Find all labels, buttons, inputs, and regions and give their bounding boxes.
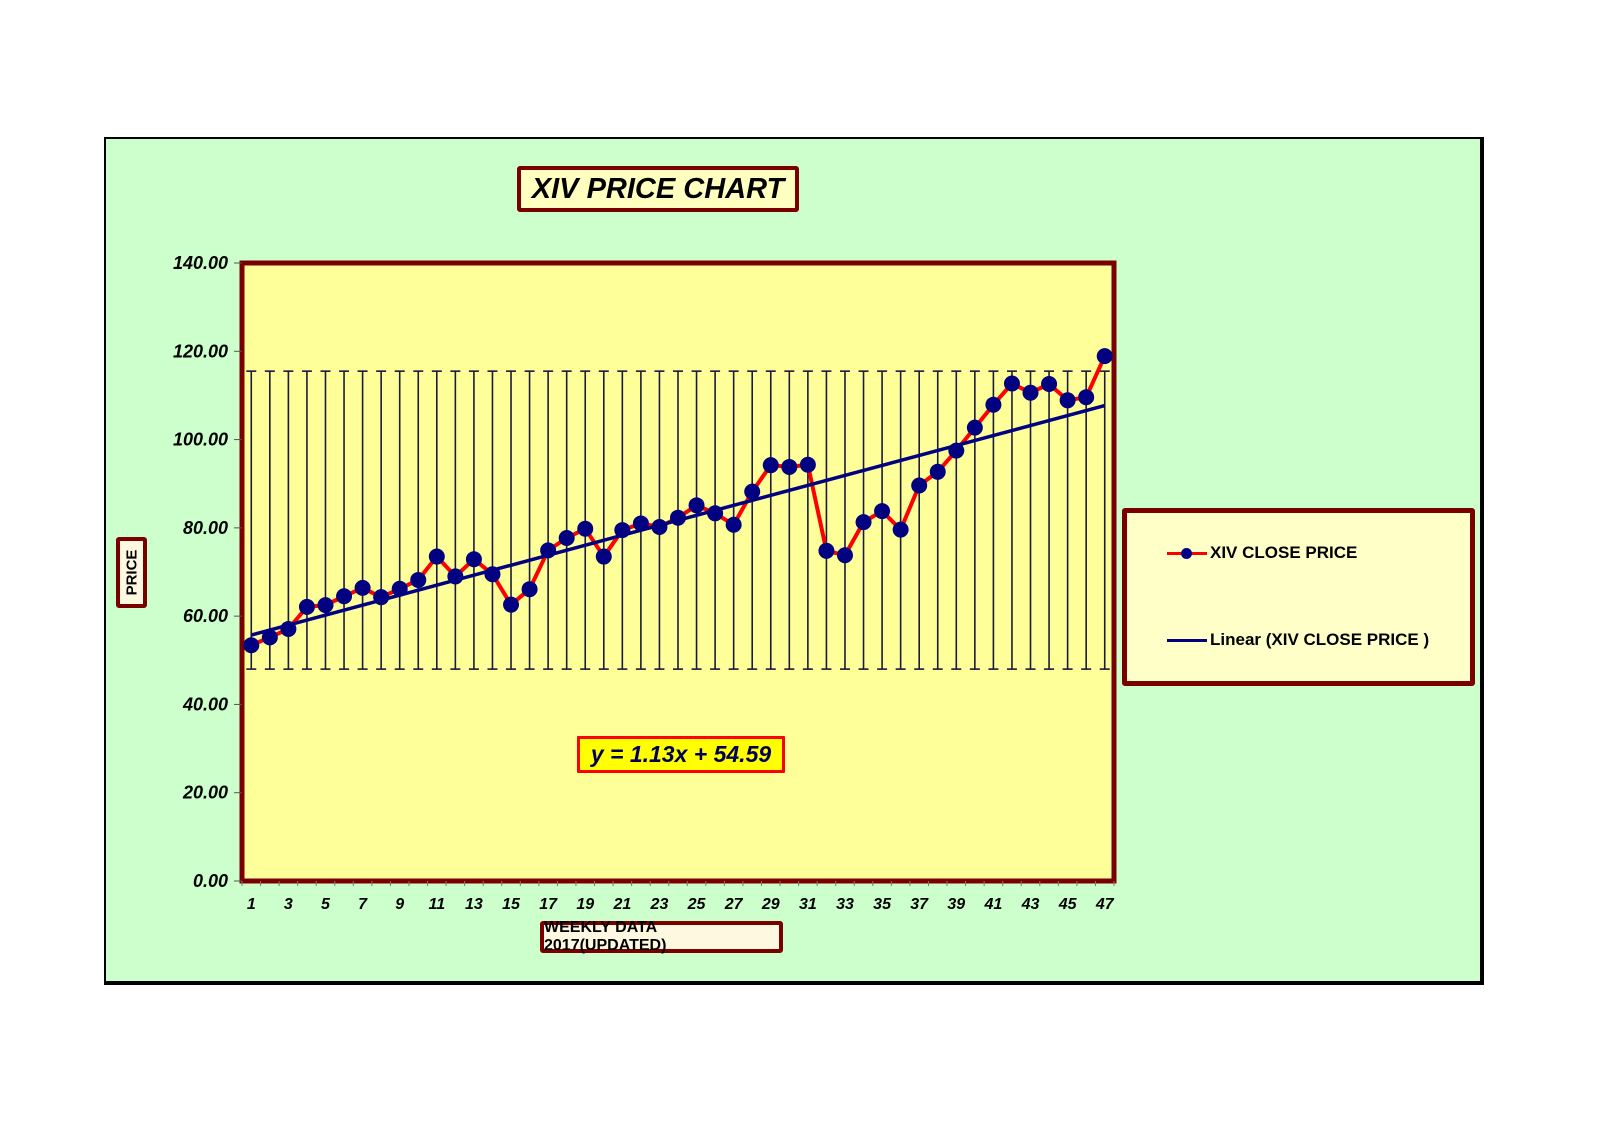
x-tick-label: 3 xyxy=(284,896,293,913)
x-tick-label: 45 xyxy=(1058,896,1078,913)
data-point xyxy=(1078,389,1095,406)
data-point xyxy=(781,458,798,475)
data-point xyxy=(447,568,464,585)
y-tick-label: 140.00 xyxy=(173,253,228,273)
data-point xyxy=(354,579,371,596)
data-point xyxy=(298,598,315,615)
data-point xyxy=(855,514,872,531)
data-point xyxy=(799,456,816,473)
y-axis: 0.00 20.00 40.00 60.00 80.00 100.00 120.00 140.… xyxy=(173,253,242,891)
data-point xyxy=(725,516,742,533)
y-tick-label: 40.00 xyxy=(182,694,228,714)
x-tick-label: 25 xyxy=(687,896,707,913)
x-tick-label: 33 xyxy=(836,896,854,913)
chart-title: XIV PRICE CHART xyxy=(517,166,799,212)
data-point xyxy=(428,548,445,565)
x-axis: 1 3 5 7 9 11 13 15 17 19 21 23 25 27 29 31 33 35 37 39 41 43 4… xyxy=(241,881,1115,913)
x-tick-label: 5 xyxy=(321,896,331,913)
x-tick-label: 31 xyxy=(799,896,817,913)
data-point xyxy=(521,581,538,598)
data-point xyxy=(614,522,631,539)
data-point xyxy=(336,588,353,605)
data-point xyxy=(985,396,1002,413)
data-point xyxy=(243,637,260,654)
data-point xyxy=(1022,384,1039,401)
data-point xyxy=(929,463,946,480)
data-point xyxy=(410,571,427,588)
line-icon xyxy=(1167,638,1207,642)
x-tick-label: 43 xyxy=(1021,896,1040,913)
data-point xyxy=(558,530,575,547)
x-tick-label: 13 xyxy=(465,896,483,913)
x-tick-label: 41 xyxy=(984,896,1003,913)
data-point xyxy=(280,620,297,637)
trendline xyxy=(243,348,1113,654)
legend-item-series: XIV CLOSE PRICE xyxy=(1167,543,1357,563)
y-axis-title-text: PRICE xyxy=(123,549,140,596)
data-point xyxy=(670,509,686,526)
line-marker-icon xyxy=(1167,547,1207,559)
data-point xyxy=(892,521,909,538)
x-tick-label: 15 xyxy=(502,896,521,913)
data-point xyxy=(317,597,334,614)
x-tick-label: 47 xyxy=(1095,896,1115,913)
series-markers xyxy=(243,348,1113,654)
data-point xyxy=(261,629,278,646)
legend-item-trendline: Linear (XIV CLOSE PRICE ) xyxy=(1167,630,1429,650)
data-point xyxy=(632,515,649,532)
y-tick-label: 120.00 xyxy=(173,341,228,361)
y-tick-label: 100.00 xyxy=(173,430,228,450)
data-point xyxy=(744,483,761,500)
data-point xyxy=(874,503,891,520)
x-tick-label: 27 xyxy=(724,896,744,913)
legend-trend-label: Linear (XIV CLOSE PRICE ) xyxy=(1210,630,1430,649)
data-point xyxy=(688,497,705,514)
data-point xyxy=(707,505,724,522)
data-point xyxy=(1041,375,1058,392)
data-point xyxy=(391,580,408,597)
data-point xyxy=(1003,375,1020,392)
data-point xyxy=(373,589,390,606)
x-tick-label: 9 xyxy=(395,896,404,913)
legend: XIV CLOSE PRICE Linear (XIV CLOSE PRICE … xyxy=(1122,508,1475,686)
data-point xyxy=(595,548,612,565)
y-tick-label: 20.00 xyxy=(182,783,228,803)
x-tick-label: 17 xyxy=(539,896,558,913)
x-tick-label: 21 xyxy=(612,896,631,913)
x-tick-label: 7 xyxy=(358,896,368,913)
trendline-equation-text: y = 1.13x + 54.59 xyxy=(590,741,772,767)
y-tick-label: 0.00 xyxy=(193,871,228,891)
data-point xyxy=(1096,348,1113,365)
data-point xyxy=(465,551,482,568)
x-tick-label: 1 xyxy=(247,896,256,913)
x-tick-label: 19 xyxy=(576,896,594,913)
data-point xyxy=(1059,392,1076,409)
x-axis-title: WEEKLY DATA 2017(UPDATED) xyxy=(540,919,783,954)
data-point xyxy=(762,457,779,474)
data-point xyxy=(540,542,557,559)
x-tick-label: 11 xyxy=(429,896,446,913)
data-point xyxy=(484,566,501,583)
x-tick-label: 23 xyxy=(650,896,669,913)
data-point xyxy=(818,542,835,559)
data-point xyxy=(651,518,668,535)
x-tick-label: 37 xyxy=(910,896,929,913)
y-axis-title: PRICE xyxy=(116,537,147,608)
data-point xyxy=(966,419,983,436)
chart-title-text: XIV PRICE CHART xyxy=(531,172,785,205)
data-point xyxy=(948,442,965,459)
data-point xyxy=(911,477,928,494)
data-point xyxy=(503,596,520,613)
x-tick-label: 35 xyxy=(873,896,892,913)
x-tick-label: 39 xyxy=(947,896,965,913)
x-tick-label: 29 xyxy=(761,896,780,913)
data-point xyxy=(836,547,853,564)
y-tick-label: 60.00 xyxy=(183,606,228,626)
y-tick-label: 80.00 xyxy=(183,518,228,538)
trendline-equation: y = 1.13x + 54.59 xyxy=(577,736,785,773)
x-axis-title-text: WEEKLY DATA 2017(UPDATED) xyxy=(544,919,667,954)
data-point xyxy=(577,520,594,537)
legend-series-label: XIV CLOSE PRICE xyxy=(1210,543,1358,562)
